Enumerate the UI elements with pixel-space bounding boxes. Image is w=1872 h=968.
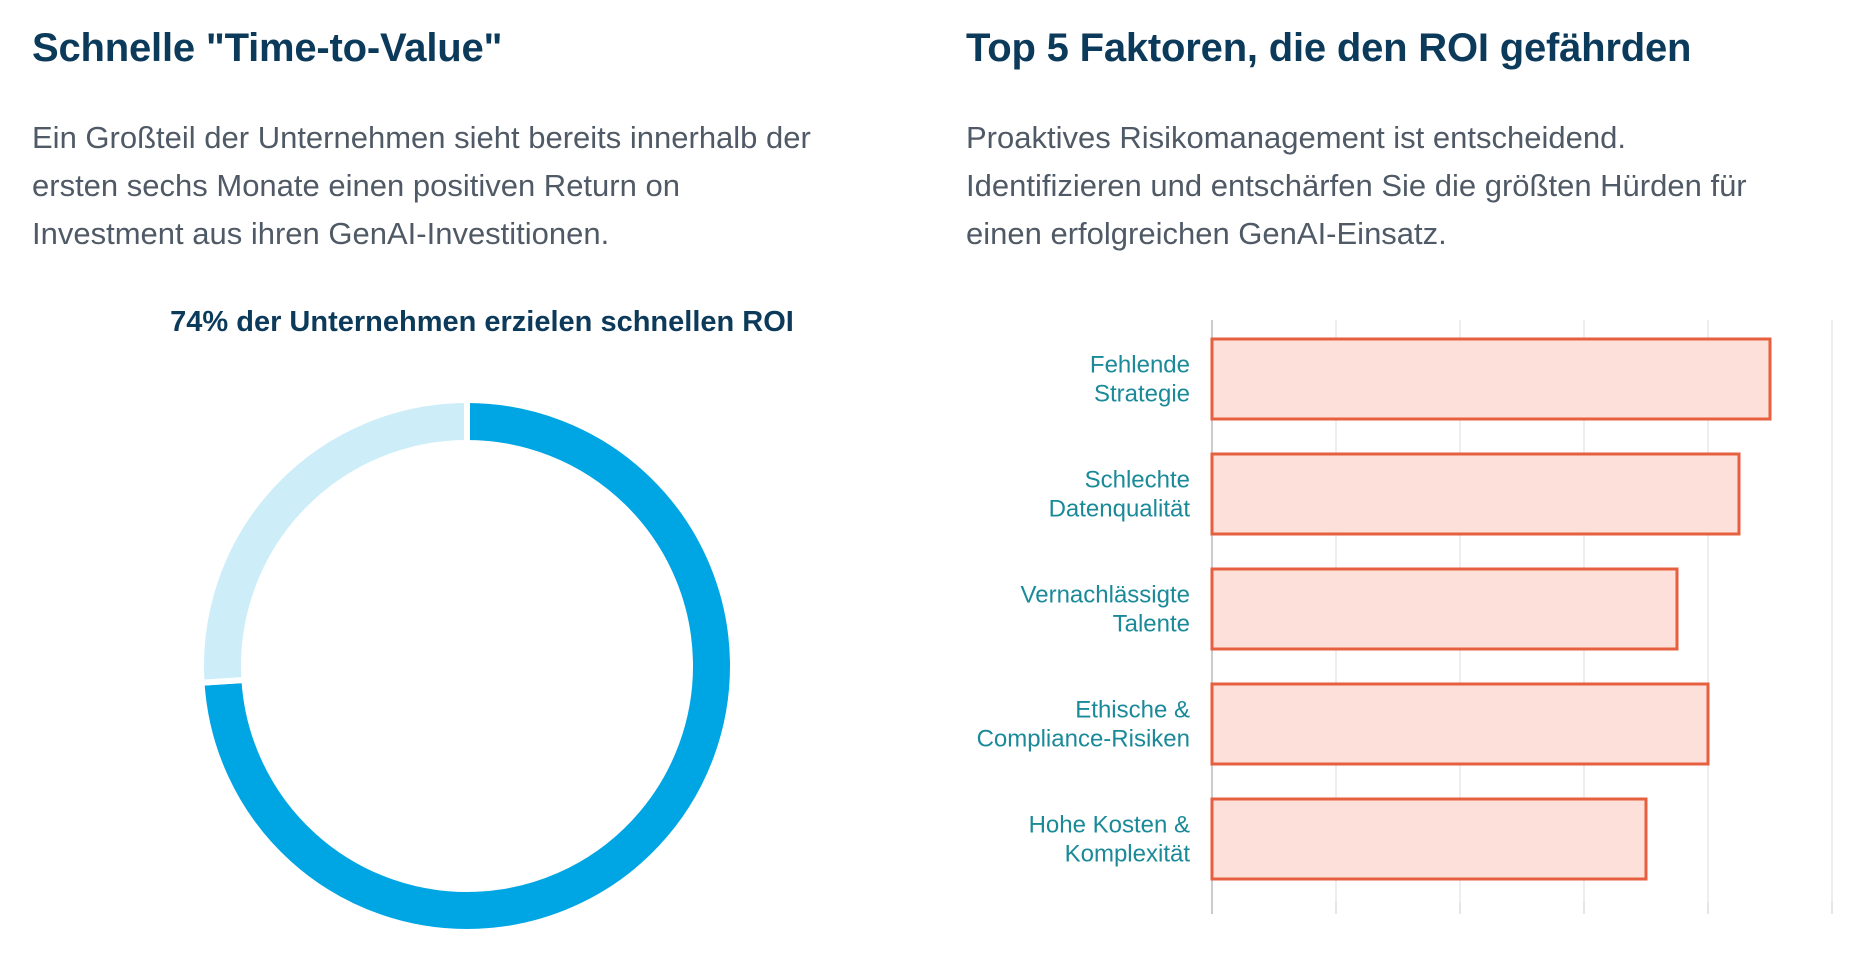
bar-2 <box>1210 452 1741 536</box>
bar-label-line: Komplexität <box>1065 841 1191 868</box>
bar-label-line: Strategie <box>1094 381 1190 408</box>
bar-3 <box>1210 567 1679 651</box>
bar-label-2: Schlechte Datenqualität <box>1049 467 1191 523</box>
bar-1 <box>1210 337 1772 421</box>
bar-label-line: Schlechte <box>1085 467 1190 494</box>
bar-5 <box>1210 797 1648 881</box>
bar-label-line: Talente <box>1113 611 1190 638</box>
bar-label-5: Hohe Kosten & Komplexität <box>1029 812 1191 868</box>
bar-4 <box>1210 682 1710 766</box>
roi-donut-chart <box>198 396 736 935</box>
bar-label-line: Fehlende <box>1090 352 1190 379</box>
donut-slice-1 <box>198 396 736 935</box>
time-to-value-heading: Schnelle "Time-to-Value" <box>32 26 503 70</box>
bar-label-4: Ethische & Compliance-Risiken <box>977 697 1190 753</box>
bar-label-line: Datenqualität <box>1049 496 1191 523</box>
description-line: ersten sechs Monate einen positiven Retu… <box>32 168 680 203</box>
bar-label-line: Ethische & <box>1075 697 1190 724</box>
roi-risk-description: Proaktives Risikomanagement ist entschei… <box>966 114 1866 258</box>
bar-label-1: Fehlende Strategie <box>1090 352 1190 408</box>
donut-slice-2 <box>198 396 470 686</box>
description-line: Ein Großteil der Unternehmen sieht berei… <box>32 120 811 155</box>
time-to-value-description: Ein Großteil der Unternehmen sieht berei… <box>32 114 932 258</box>
roi-risk-bar-chart: Fehlende Strategie Schlechte Datenqualität V… <box>977 320 1833 914</box>
description-line: Proaktives Risikomanagement ist entschei… <box>966 120 1626 155</box>
bar-label-3: Vernachlässigte Talente <box>1021 582 1190 638</box>
bar-label-line: Vernachlässigte <box>1021 582 1190 609</box>
roi-risk-heading: Top 5 Faktoren, die den ROI gefährden <box>966 26 1692 70</box>
description-line: Investment aus ihren GenAI-Investitionen… <box>32 216 610 251</box>
bar-label-line: Hohe Kosten & <box>1029 812 1190 839</box>
donut-chart-title: 74% der Unternehmen erzielen schnellen R… <box>170 306 794 338</box>
description-line: einen erfolgreichen GenAI-Einsatz. <box>966 216 1447 251</box>
bar-label-line: Compliance-Risiken <box>977 726 1190 753</box>
description-line: Identifizieren und entschärfen Sie die g… <box>966 168 1747 203</box>
